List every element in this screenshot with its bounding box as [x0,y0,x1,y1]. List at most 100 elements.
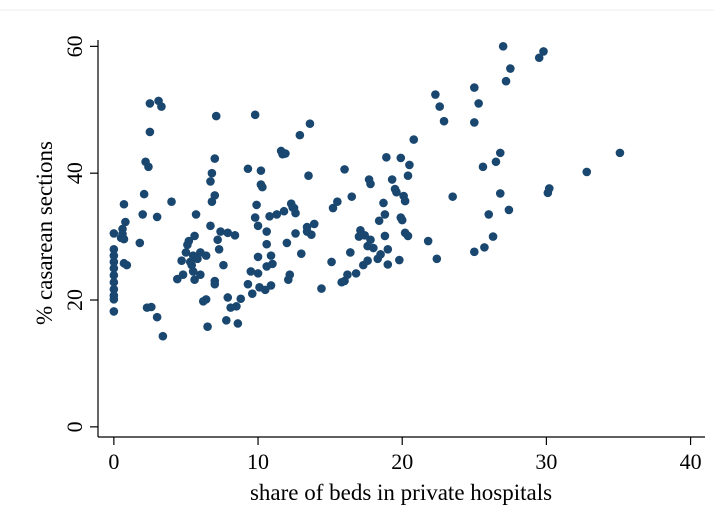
point [109,229,119,238]
point [374,216,384,226]
point [109,284,119,294]
point [145,127,155,137]
point [397,215,407,225]
point [188,267,198,276]
point [203,322,212,331]
point [190,275,199,285]
point [233,319,243,328]
point [119,199,129,209]
point [210,191,220,200]
point [232,302,241,311]
point [340,165,349,174]
point [139,189,149,199]
point [214,244,224,254]
point [211,111,221,121]
point [243,279,253,289]
point [305,119,315,129]
x-tick-label: 40 [680,449,702,474]
point [253,252,263,262]
x-tick-label: 30 [535,449,557,474]
point [109,244,119,254]
point [506,64,515,73]
point [333,197,342,207]
y-tick-label: 0 [62,421,87,432]
point [495,148,505,158]
x-tick-label: 10 [247,449,269,474]
y-tick-label: 20 [62,289,87,311]
point [223,293,233,302]
point [470,247,479,257]
point [382,153,391,162]
point [400,196,410,206]
point [109,251,119,260]
point [448,192,457,201]
y-tick-label: 40 [62,162,87,184]
point [109,257,119,267]
point [256,166,266,175]
point [122,260,132,270]
point [181,248,191,257]
point [157,102,166,111]
point [615,148,625,158]
point [201,251,211,260]
point [210,154,220,163]
point [167,197,176,207]
y-axis-title: % casarean sections [32,141,57,325]
point [328,203,338,213]
point [470,83,479,92]
point [403,171,413,181]
point [236,294,246,304]
point [116,233,126,243]
point [266,281,276,290]
point [138,210,147,219]
point [178,270,188,279]
point [491,157,501,167]
point [495,189,505,198]
point [230,231,240,240]
point [423,236,433,246]
x-axis-title: share of beds in private hospitals [250,480,552,505]
point [309,219,319,229]
point [296,249,306,259]
point [109,307,119,316]
point [109,295,119,304]
point [252,200,261,210]
point [317,284,326,293]
point [403,231,413,241]
point [109,264,119,273]
point [213,235,222,245]
point [363,256,372,265]
point [222,316,231,325]
point [152,212,162,222]
point [266,251,276,260]
point [366,179,375,189]
point [109,270,119,280]
point [380,210,390,219]
point [158,331,168,341]
point [291,229,300,238]
point [432,254,442,264]
point [216,227,225,236]
point [435,102,445,111]
point [474,99,483,108]
point [347,192,357,201]
point [431,90,440,99]
point [243,164,253,174]
point [190,231,199,241]
point [291,208,300,218]
point [201,295,211,304]
point [253,221,263,231]
point [191,210,201,219]
point [439,116,449,126]
point [118,224,127,234]
point [383,244,393,254]
point [145,99,155,108]
point [379,198,388,208]
point [284,275,293,285]
point [207,168,217,178]
point [135,238,145,248]
point [544,184,554,193]
point [282,238,292,248]
point [405,160,414,170]
point [152,312,162,322]
